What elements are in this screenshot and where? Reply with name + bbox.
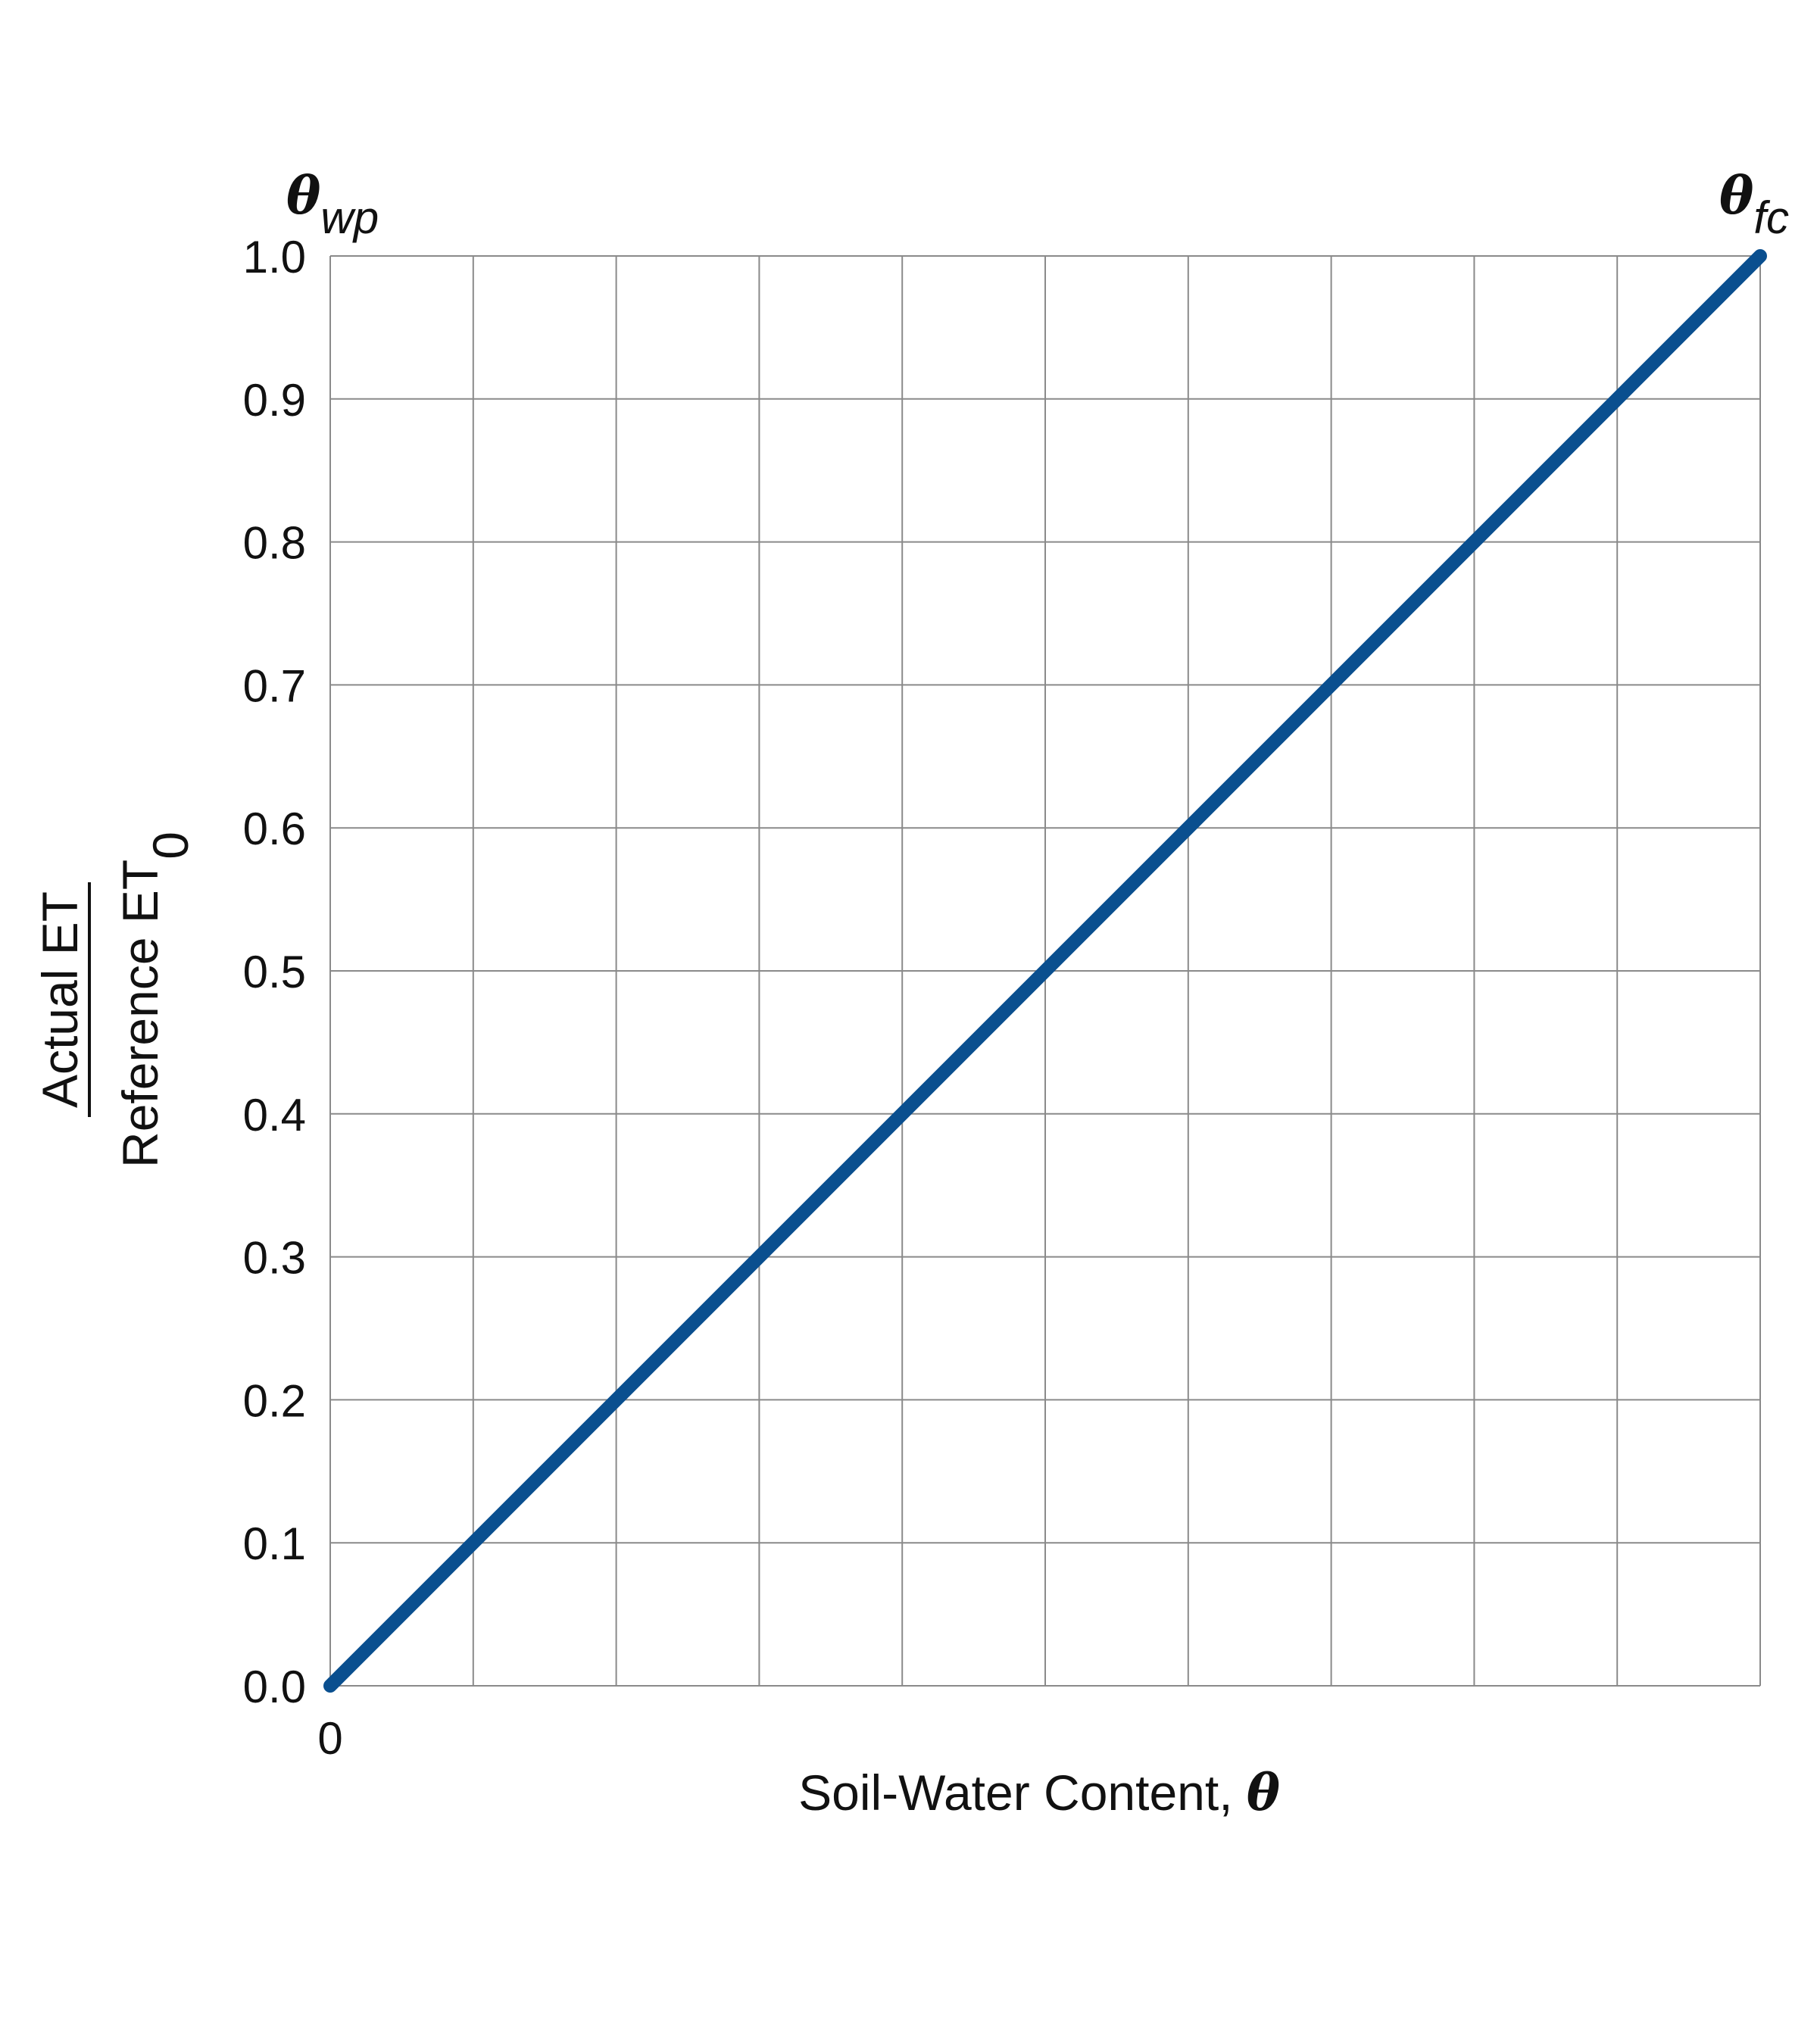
theta-wp-label: θwp (286, 166, 379, 243)
y-tick-label: 0.8 (243, 518, 306, 569)
series (323, 249, 1767, 1693)
y-tick-label: 0.7 (243, 660, 306, 711)
grid (329, 255, 1761, 1687)
theta-symbol: θ (1247, 1763, 1280, 1822)
x-axis-title: Soil-Water Content, θ (798, 1763, 1280, 1822)
y-tick-label: 0.6 (243, 804, 306, 854)
y-tick-labels: 0.0 0.1 0.2 0.3 0.4 0.5 0.6 0.7 0.8 0.9 1.0 (243, 232, 306, 1712)
y-tick-label: 0.9 (243, 375, 306, 426)
y-tick-label: 0.0 (243, 1662, 306, 1712)
y-axis-title: Actual ET Reference ET0 (32, 832, 198, 1168)
series-line (323, 249, 1767, 1693)
y-tick-label: 0.4 (243, 1090, 306, 1141)
theta-fc-label: θfc (1719, 166, 1789, 243)
y-axis-numerator: Actual ET (32, 891, 88, 1108)
x-tick-label: 0 (317, 1713, 342, 1764)
y-tick-label: 0.2 (243, 1375, 306, 1426)
y-tick-label: 0.1 (243, 1518, 306, 1569)
y-tick-label: 0.5 (243, 947, 306, 997)
y-tick-label: 0.3 (243, 1233, 306, 1284)
y-axis-denominator: Reference ET0 (112, 832, 198, 1168)
y-tick-label: 1.0 (243, 232, 306, 282)
